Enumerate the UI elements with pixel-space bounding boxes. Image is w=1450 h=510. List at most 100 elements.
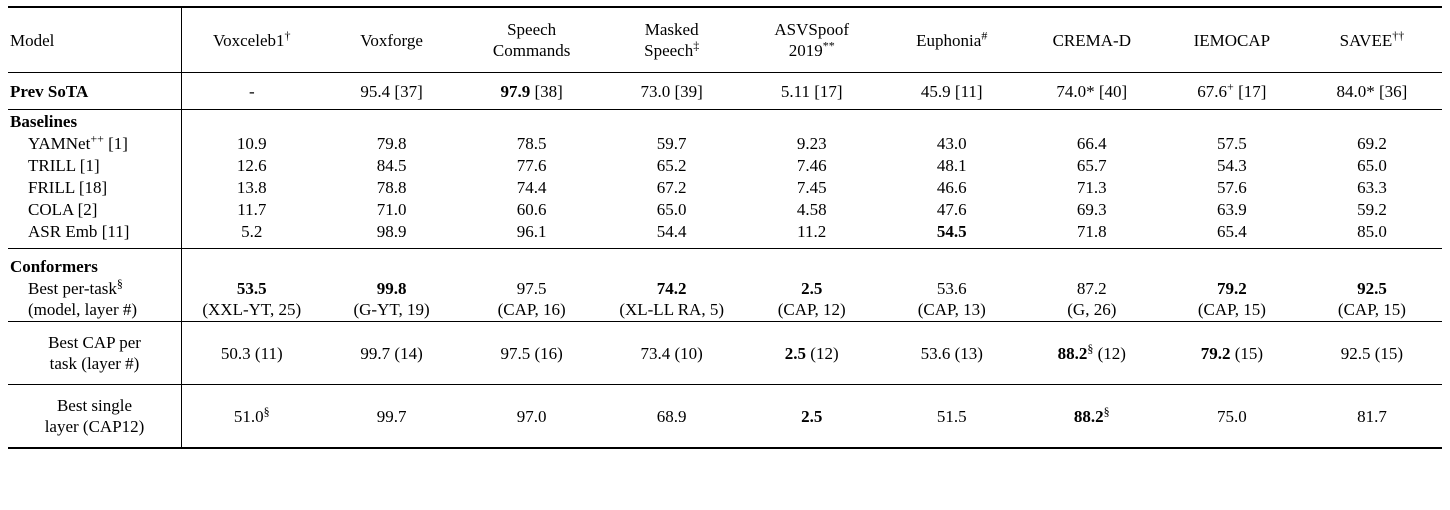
baseline-cell: 46.6	[936, 177, 967, 197]
prev-sota-cell: 74.0* [40]	[1021, 72, 1162, 110]
baseline-cell: 54.4	[601, 220, 742, 249]
prev-sota-cell: 73.0 [39]	[601, 72, 742, 110]
baseline-name: COLA [2]	[8, 198, 182, 220]
baseline-cell: 69.3	[1076, 199, 1107, 219]
baseline-row-cola: COLA [2] 11.7 71.0 60.6 65.0 4.58 47.6 6…	[8, 198, 1442, 220]
conformers-group-row: Conformers	[8, 248, 1442, 277]
baseline-cell: 7.45	[796, 177, 827, 197]
best-cap-cell: 53.6 (13)	[881, 321, 1022, 385]
baseline-cell: 65.2	[656, 155, 687, 175]
best-cap-cell: 97.5 (16)	[461, 321, 602, 385]
best-single-cell: 88.2§	[1021, 384, 1162, 449]
baseline-cell: 85.0	[1301, 220, 1442, 249]
baseline-cell: 71.8	[1021, 220, 1162, 249]
prev-sota-cell: 97.9 [38]	[461, 72, 602, 110]
baseline-cell: 65.0	[656, 199, 687, 219]
baseline-cell: 79.8	[376, 133, 407, 153]
header-voxforge: Voxforge	[360, 30, 423, 50]
best-per-task-cell: 87.2 (G, 26)	[1067, 279, 1117, 319]
baseline-cell: 63.9	[1216, 199, 1247, 219]
best-single-cell: 81.7	[1301, 384, 1442, 449]
baseline-cell: 69.2	[1357, 133, 1387, 153]
baseline-cell: 11.2	[741, 220, 882, 249]
conformers-group-label: Conformers	[8, 248, 182, 277]
baseline-cell: 48.1	[936, 155, 967, 175]
baseline-cell: 57.6	[1216, 177, 1247, 197]
best-per-task-cell: 92.5 (CAP, 15)	[1337, 279, 1406, 319]
baseline-cell: 77.6	[516, 155, 547, 175]
header-masked-speech: Masked Speech‡	[644, 20, 700, 60]
baseline-cell: 65.7	[1076, 155, 1107, 175]
baseline-cell: 63.3	[1357, 177, 1387, 197]
best-single-cell: 2.5	[741, 384, 882, 449]
best-single-cell: 51.0§	[181, 384, 322, 449]
prev-sota-cell: 5.11 [17]	[741, 72, 882, 110]
baseline-cell: 54.3	[1216, 155, 1247, 175]
baseline-cell: 84.5	[376, 155, 407, 175]
best-cap-cell: 79.2 (15)	[1161, 321, 1302, 385]
best-single-cell: 68.9	[601, 384, 742, 449]
best-cap-label: Best CAP per task (layer #)	[8, 321, 182, 385]
baseline-cell: 66.4	[1076, 133, 1107, 153]
baseline-cell: 47.6	[936, 199, 967, 219]
best-single-cell: 97.0	[461, 384, 602, 449]
baseline-cell: 65.0	[1357, 155, 1387, 175]
best-single-cell: 51.5	[881, 384, 1022, 449]
prev-sota-cell: -	[181, 72, 322, 110]
header-euphonia: Euphonia#	[916, 27, 988, 50]
baseline-cell: 78.8	[376, 177, 407, 197]
prev-sota-label: Prev SoTA	[8, 72, 182, 110]
header-crema-d: CREMA-D	[1052, 30, 1131, 50]
best-single-label: Best single layer (CAP12)	[8, 384, 182, 449]
baseline-cell: 9.23	[796, 133, 827, 153]
header-asvspoof: ASVSpoof 2019**	[774, 20, 850, 60]
baseline-name: YAMNet++ [1]	[8, 132, 182, 154]
best-per-task-cell: 99.8 (G-YT, 19)	[353, 279, 430, 319]
baseline-cell: 13.8	[236, 177, 267, 197]
baseline-name: ASR Emb [11]	[8, 220, 182, 249]
baselines-group-label: Baselines	[8, 109, 182, 132]
baseline-cell: 59.7	[656, 133, 687, 153]
baseline-cell: 98.9	[321, 220, 462, 249]
baseline-cell: 71.3	[1076, 177, 1107, 197]
best-single-cell: 75.0	[1161, 384, 1302, 449]
best-cap-cell: 2.5 (12)	[741, 321, 882, 385]
baseline-cell: 4.58	[796, 199, 827, 219]
baseline-cell: 57.5	[1216, 133, 1247, 153]
best-cap-cell: 50.3 (11)	[181, 321, 322, 385]
baseline-cell: 65.4	[1161, 220, 1302, 249]
best-per-task-cell: 53.5 (XXL-YT, 25)	[202, 279, 302, 319]
baselines-group-row: Baselines	[8, 109, 1442, 132]
baseline-cell: 11.7	[237, 199, 267, 219]
baseline-cell: 10.9	[236, 133, 267, 153]
baseline-name: FRILL [18]	[8, 176, 182, 198]
baseline-cell: 59.2	[1357, 199, 1387, 219]
prev-sota-cell: 67.6+ [17]	[1161, 72, 1302, 110]
prev-sota-row: Prev SoTA - 95.4 [37] 97.9 [38] 73.0 [39…	[8, 72, 1442, 110]
results-table: Model Voxceleb1† Voxforge Speech Commands…	[8, 6, 1442, 449]
best-per-task-cell: 2.5 (CAP, 12)	[777, 279, 846, 319]
baseline-cell: 12.6	[236, 155, 267, 175]
header-row: Model Voxceleb1† Voxforge Speech Commands…	[8, 7, 1442, 73]
best-single-row: Best single layer (CAP12) 51.0§ 99.7 97.…	[8, 384, 1442, 449]
baseline-name: TRILL [1]	[8, 154, 182, 176]
best-cap-cell: 92.5 (15)	[1301, 321, 1442, 385]
baseline-cell: 43.0	[936, 133, 967, 153]
best-cap-cell: 88.2§ (12)	[1021, 321, 1162, 385]
best-single-cell: 99.7	[321, 384, 462, 449]
best-per-task-row: Best per-task§ (model, layer #) 53.5 (XXL…	[8, 277, 1442, 322]
best-per-task-label: Best per-task§ (model, layer #)	[8, 277, 182, 322]
baseline-cell: 78.5	[516, 133, 547, 153]
header-model: Model	[8, 7, 182, 73]
baseline-cell: 67.2	[656, 177, 687, 197]
prev-sota-cell: 95.4 [37]	[321, 72, 462, 110]
baseline-row-frill: FRILL [18] 13.8 78.8 74.4 67.2 7.45 46.6…	[8, 176, 1442, 198]
header-iemocap: IEMOCAP	[1193, 30, 1271, 50]
best-per-task-cell: 79.2 (CAP, 15)	[1197, 279, 1266, 319]
baseline-cell: 96.1	[461, 220, 602, 249]
best-per-task-cell: 53.6 (CAP, 13)	[917, 279, 986, 319]
baseline-cell: 60.6	[516, 199, 547, 219]
header-speech-commands: Speech Commands	[492, 20, 571, 60]
baseline-cell: 71.0	[376, 199, 407, 219]
baseline-cell: 54.5	[881, 220, 1022, 249]
